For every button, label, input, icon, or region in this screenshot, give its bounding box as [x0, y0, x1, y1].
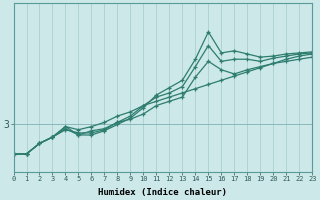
X-axis label: Humidex (Indice chaleur): Humidex (Indice chaleur) — [98, 188, 228, 197]
